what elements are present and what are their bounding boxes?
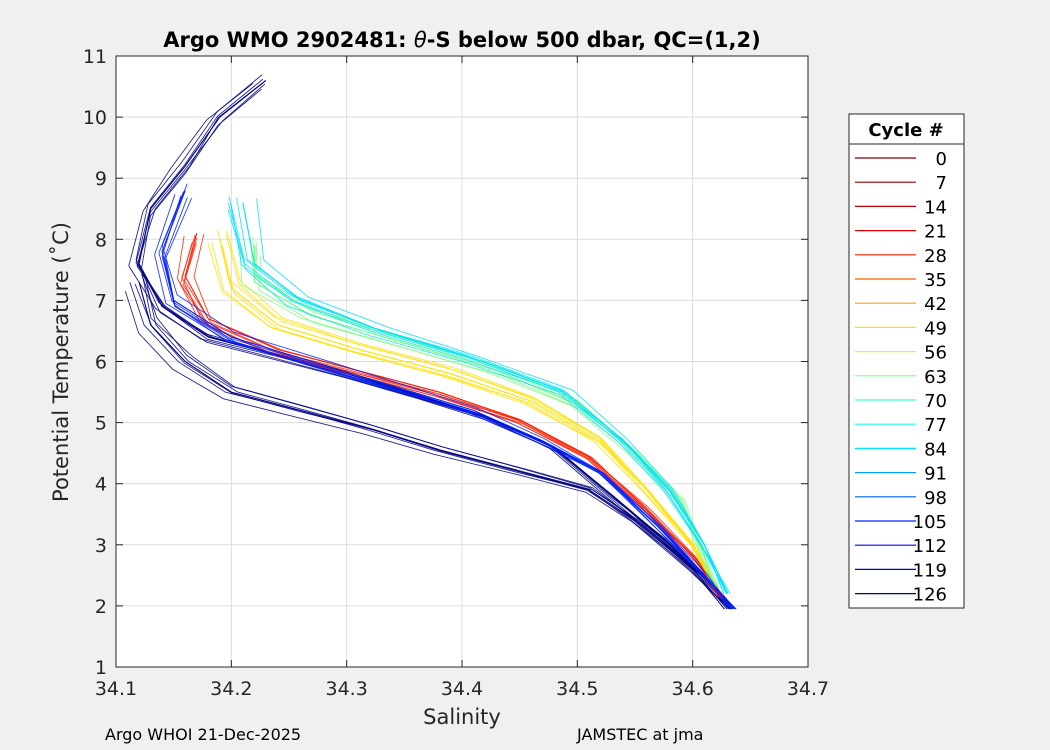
y-tick-label: 9 — [95, 168, 107, 190]
x-tick-label: 34.5 — [556, 678, 598, 700]
x-tick-label: 34.6 — [672, 678, 714, 700]
legend-title: Cycle # — [868, 120, 943, 141]
y-axis-label: Potential Temperature (˚C) — [49, 222, 73, 502]
series-line-main — [138, 281, 728, 610]
legend-label: 28 — [924, 246, 947, 267]
legend-label: 21 — [924, 222, 947, 243]
legend-label: 14 — [924, 197, 947, 218]
footer-left-text: Argo WHOI 21-Dec-2025 — [105, 725, 301, 744]
x-tick-label: 34.2 — [210, 678, 252, 700]
y-tick-label: 1 — [95, 657, 107, 679]
legend-label: 77 — [924, 415, 947, 436]
x-tick-label: 34.7 — [787, 678, 829, 700]
series-line — [145, 282, 732, 610]
legend-label: 70 — [924, 391, 947, 412]
x-tick-label: 34.3 — [326, 678, 368, 700]
legend-label: 119 — [913, 560, 947, 581]
x-tick-label: 34.4 — [441, 678, 483, 700]
series-line-main — [242, 202, 728, 594]
y-tick-label: 8 — [95, 229, 107, 251]
legend-label: 98 — [924, 488, 947, 509]
legend-label: 56 — [924, 343, 947, 364]
legend-label: 0 — [936, 149, 947, 170]
series-line — [227, 209, 728, 594]
series-line — [230, 203, 731, 594]
legend-label: 126 — [913, 585, 947, 606]
legend-box — [848, 113, 965, 609]
chart-title: Argo WMO 2902481: θ-S below 500 dbar, QC… — [163, 28, 760, 52]
series-line — [124, 291, 731, 610]
series-line — [161, 183, 731, 610]
series-line — [221, 245, 714, 588]
series-line — [228, 196, 727, 594]
series-group — [124, 74, 737, 610]
y-tick-label: 4 — [95, 474, 107, 496]
series-later-cycle-profiles — [207, 229, 720, 588]
x-axis-label: Salinity — [423, 705, 501, 729]
footer-right-text: JAMSTEC at jma — [576, 725, 703, 744]
series-blue-cycle-profiles — [154, 183, 736, 610]
legend-label: 63 — [924, 367, 947, 388]
x-tick-label: 34.1 — [95, 678, 137, 700]
series-line — [225, 234, 717, 588]
y-tick-label: 2 — [95, 596, 107, 618]
series-cyan-cycle-profiles — [227, 196, 731, 594]
legend-label: 84 — [924, 439, 947, 460]
legend-label: 7 — [936, 173, 947, 194]
series-line — [141, 274, 730, 610]
legend-label: 112 — [913, 536, 947, 557]
ticks: 34.1 34.2 34.3 34.4 34.5 34.6 34.7 1 2 3 4 5 6 7 8 9 10 1… — [83, 46, 829, 700]
series-line-main — [219, 239, 717, 588]
legend-label: 91 — [924, 464, 947, 485]
series-line — [256, 198, 729, 594]
y-tick-label: 6 — [95, 352, 107, 374]
series-line-main — [184, 233, 722, 598]
y-tick-label: 5 — [95, 413, 107, 435]
y-tick-label: 10 — [83, 107, 107, 129]
legend-label: 49 — [924, 318, 947, 339]
y-tick-label: 7 — [95, 290, 107, 312]
series-line — [217, 229, 717, 588]
legend: Cycle # 0 7 14 21 28 35 42 49 56 63 70 77 84 91 98 105 1… — [848, 113, 965, 609]
legend-entries: 0 7 14 21 28 35 42 49 56 63 70 77 84 91 98 105 112 119 126 — [855, 149, 947, 606]
series-cold-fresh-profiles — [124, 274, 732, 610]
y-tick-label: 3 — [95, 535, 107, 557]
series-line — [129, 282, 725, 610]
legend-label: 42 — [924, 294, 947, 315]
legend-label: 105 — [913, 512, 947, 533]
series-line-main — [161, 190, 734, 610]
legend-label: 35 — [924, 270, 947, 291]
y-tick-label: 11 — [83, 46, 107, 68]
series-line — [239, 248, 719, 588]
